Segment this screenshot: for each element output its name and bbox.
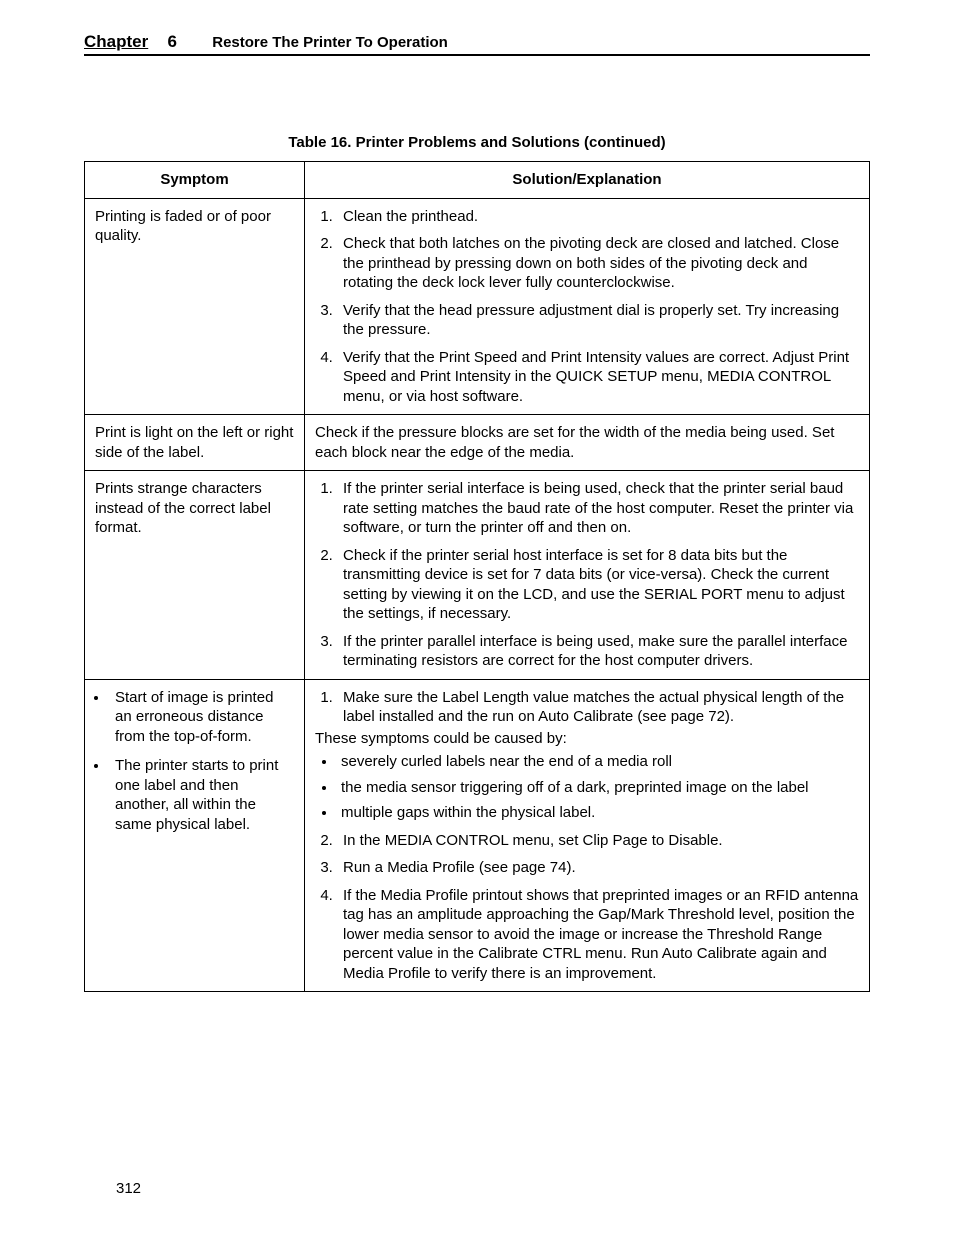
list-item: Make sure the Label Length value matches… [337, 688, 859, 823]
list-item-text: Make sure the Label Length value matches… [343, 689, 844, 726]
page-number: 312 [116, 1180, 141, 1197]
symptom-cell: Start of image is printed an erroneous d… [85, 679, 305, 992]
solution-cell: Clean the printhead. Check that both lat… [305, 198, 870, 415]
list-item: Clean the printhead. [337, 207, 859, 227]
symptom-cell: Print is light on the left or right side… [85, 415, 305, 471]
list-item: severely curled labels near the end of a… [337, 752, 859, 772]
list-item: Run a Media Profile (see page 74). [337, 858, 859, 878]
causes-list: severely curled labels near the end of a… [315, 752, 859, 823]
chapter-number: 6 [154, 32, 190, 52]
problems-table: Symptom Solution/Explanation Printing is… [84, 161, 870, 992]
list-item: If the printer parallel interface is bei… [337, 632, 859, 671]
solution-cell: If the printer serial interface is being… [305, 471, 870, 680]
list-item: The printer starts to print one label an… [109, 756, 294, 834]
solution-list: Make sure the Label Length value matches… [315, 688, 859, 984]
solution-list: If the printer serial interface is being… [315, 479, 859, 671]
table-row: Print is light on the left or right side… [85, 415, 870, 471]
table-header-row: Symptom Solution/Explanation [85, 162, 870, 199]
page-header: Chapter 6 Restore The Printer To Operati… [84, 32, 870, 56]
list-item: If the printer serial interface is being… [337, 479, 859, 538]
list-item: Check that both latches on the pivoting … [337, 234, 859, 293]
col-symptom-header: Symptom [85, 162, 305, 199]
table-caption: Table 16. Printer Problems and Solutions… [84, 134, 870, 151]
caused-by-intro: These symptoms could be caused by: [315, 729, 859, 749]
symptom-cell: Prints strange characters instead of the… [85, 471, 305, 680]
list-item: the media sensor triggering off of a dar… [337, 778, 859, 798]
table-row: Printing is faded or of poor quality. Cl… [85, 198, 870, 415]
table-row: Start of image is printed an erroneous d… [85, 679, 870, 992]
list-item: If the Media Profile printout shows that… [337, 886, 859, 984]
col-solution-header: Solution/Explanation [305, 162, 870, 199]
solution-list: Clean the printhead. Check that both lat… [315, 207, 859, 407]
solution-cell: Make sure the Label Length value matches… [305, 679, 870, 992]
list-item: Start of image is printed an erroneous d… [109, 688, 294, 747]
section-title: Restore The Printer To Operation [212, 34, 448, 51]
list-item: multiple gaps within the physical label. [337, 803, 859, 823]
symptom-bullets: Start of image is printed an erroneous d… [95, 688, 294, 835]
chapter-label: Chapter [84, 32, 154, 52]
list-item: In the MEDIA CONTROL menu, set Clip Page… [337, 831, 859, 851]
list-item: Check if the printer serial host interfa… [337, 546, 859, 624]
solution-cell: Check if the pressure blocks are set for… [305, 415, 870, 471]
list-item: Verify that the head pressure adjustment… [337, 301, 859, 340]
table-row: Prints strange characters instead of the… [85, 471, 870, 680]
list-item: Verify that the Print Speed and Print In… [337, 348, 859, 407]
symptom-cell: Printing is faded or of poor quality. [85, 198, 305, 415]
